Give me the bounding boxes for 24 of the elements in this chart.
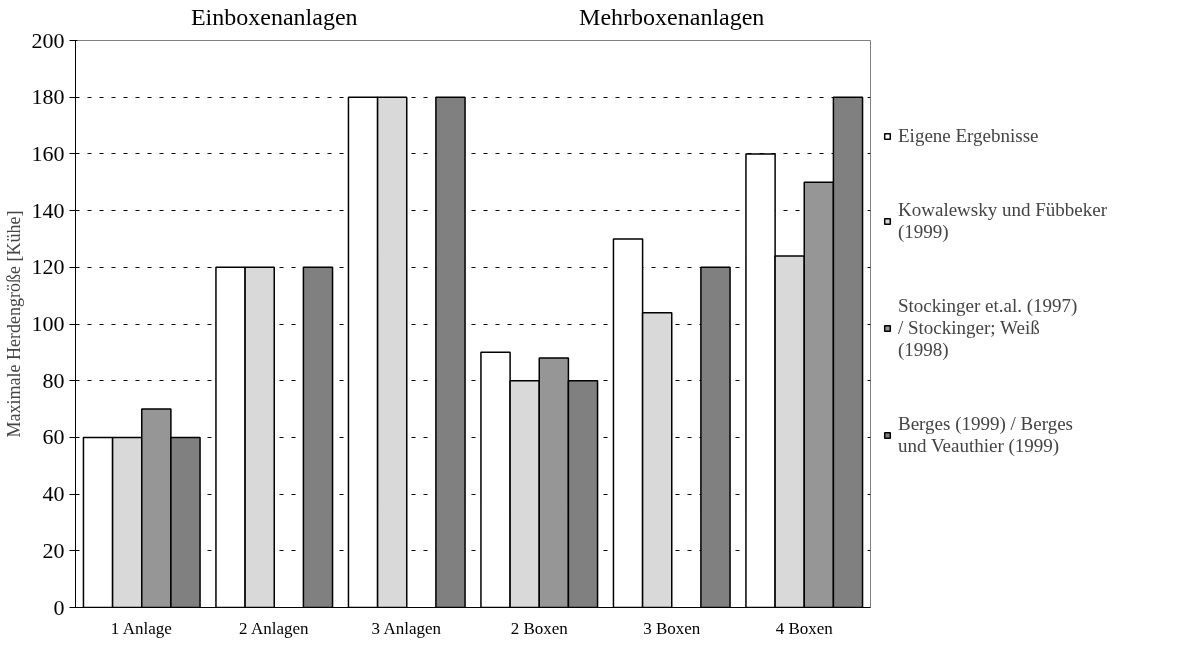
x-tick-label: 4 Boxen bbox=[775, 618, 834, 638]
legend-label: Eigene Ergebnisse bbox=[898, 125, 1039, 147]
x-tick-label: 2 Boxen bbox=[510, 618, 569, 638]
y-tick-label: 20 bbox=[42, 537, 65, 563]
y-tick-label: 140 bbox=[31, 197, 65, 223]
x-tick-label: 3 Boxen bbox=[643, 618, 701, 638]
legend-label: Stockinger et.al. (1997) / Stockinger; Weiß (1998) bbox=[898, 295, 1078, 361]
x-tick-label: 1 Anlage bbox=[110, 618, 172, 638]
y-tick-label: 0 bbox=[53, 594, 65, 620]
legend-label: Berges (1999) / Berges und Veauthier (1999) bbox=[898, 413, 1074, 457]
text: Mehrboxenanlagen bbox=[579, 3, 765, 30]
y-tick-label: 80 bbox=[42, 367, 65, 393]
x-tick-label: 3 Anlagen bbox=[371, 618, 442, 638]
legend-label: Kowalewsky und Fübbeker (1999) bbox=[898, 199, 1107, 243]
text: Einboxenanlagen bbox=[190, 3, 358, 30]
y-tick-label: 100 bbox=[31, 311, 65, 336]
y-tick-label: 120 bbox=[31, 254, 65, 280]
y-axis-title: Maximale Herdengröße [Kühe] bbox=[3, 210, 24, 438]
y-tick-label: 40 bbox=[42, 481, 65, 507]
x-tick-label: 2 Anlagen bbox=[239, 618, 309, 638]
y-tick-label: 200 bbox=[31, 27, 65, 53]
y-tick-label: 60 bbox=[42, 424, 65, 450]
y-tick-label: 180 bbox=[31, 84, 65, 110]
y-tick-label: 160 bbox=[31, 140, 65, 166]
